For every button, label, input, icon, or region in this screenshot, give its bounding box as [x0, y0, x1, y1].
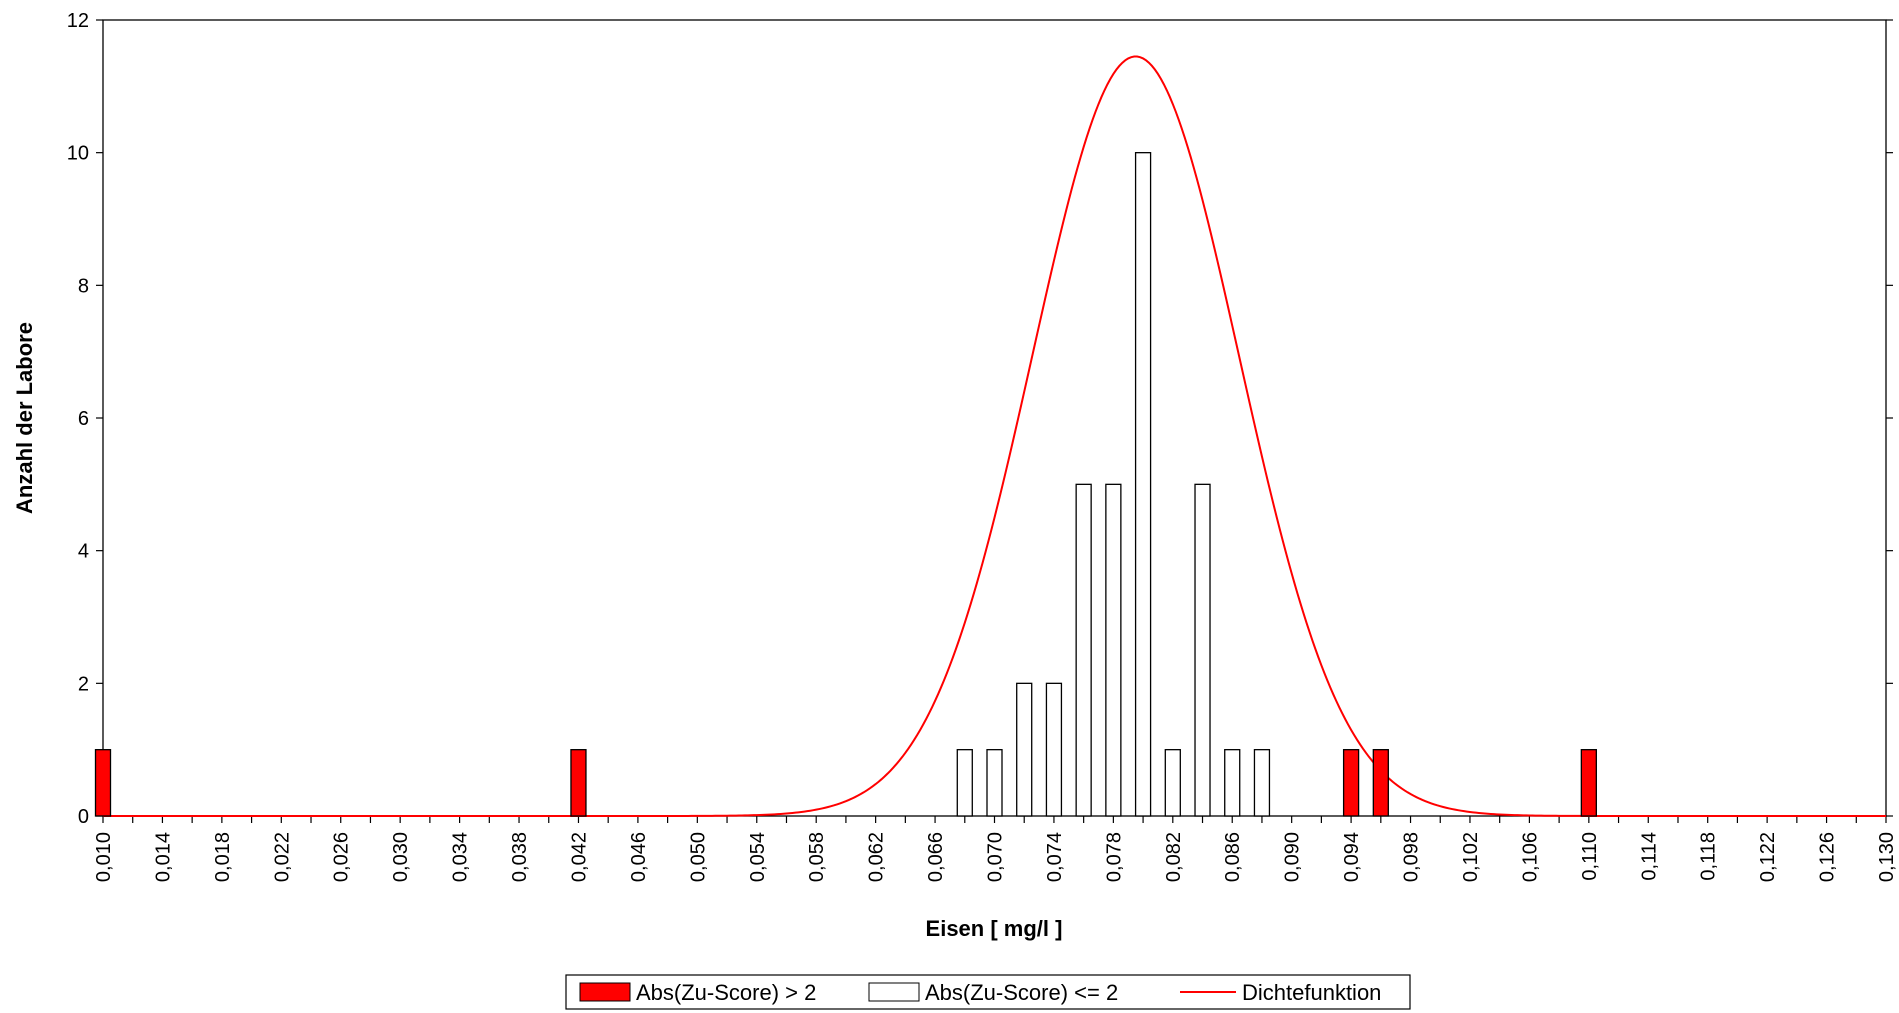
legend-swatch-normal	[868, 982, 920, 1002]
x-tick-label: 0,130	[1876, 832, 1898, 882]
bar-normal	[986, 749, 1003, 817]
x-tick-label: 0,074	[1044, 832, 1066, 882]
bars-layer	[94, 152, 1597, 817]
y-tick-label: 12	[67, 10, 89, 32]
x-tick-label: 0,126	[1817, 832, 1839, 882]
legend-label-outlier: Abs(Zu-Score) > 2	[636, 980, 816, 1005]
bar-normal	[1194, 483, 1211, 817]
x-tick-label: 0,114	[1638, 832, 1660, 881]
x-tick-label: 0,034	[450, 832, 472, 882]
y-tick-label: 10	[67, 143, 89, 165]
x-tick-label: 0,026	[331, 832, 353, 882]
x-tick-label: 0,078	[1103, 832, 1125, 882]
x-tick-label: 0,098	[1401, 832, 1423, 882]
x-tick-label: 0,042	[568, 832, 590, 882]
x-tick-label: 0,094	[1341, 832, 1363, 882]
bar-outlier	[94, 749, 112, 817]
x-tick-label: 0,014	[152, 832, 174, 882]
bar-outlier	[1580, 749, 1597, 817]
x-axis-title: Eisen [ mg/l ]	[926, 916, 1063, 941]
x-tick-label: 0,010	[93, 832, 115, 882]
x-tick-label: 0,038	[509, 832, 531, 882]
x-tick-label: 0,110	[1579, 832, 1601, 881]
bar-outlier	[1372, 749, 1389, 817]
bar-normal	[1164, 749, 1181, 817]
bar-normal	[1105, 483, 1122, 817]
legend-label-normal: Abs(Zu-Score) <= 2	[925, 980, 1118, 1005]
x-tick-label: 0,122	[1757, 832, 1779, 882]
y-axis: 0 2 4 6 8 10 12	[67, 10, 1893, 828]
bar-outlier	[1342, 749, 1360, 817]
legend: Abs(Zu-Score) > 2 Abs(Zu-Score) <= 2 Dic…	[565, 974, 1411, 1010]
bar-normal	[956, 749, 973, 817]
y-tick-label: 2	[78, 673, 89, 695]
legend-box	[565, 974, 1411, 1010]
x-tick-label: 0,090	[1282, 832, 1304, 882]
y-tick-label: 4	[78, 541, 89, 563]
y-tick-label: 0	[78, 806, 89, 828]
x-tick-label: 0,022	[271, 832, 293, 882]
bar-outlier	[570, 749, 587, 817]
x-tick-label: 0,046	[628, 832, 650, 882]
bar-normal	[1016, 682, 1033, 817]
x-tick-label: 0,018	[212, 832, 234, 882]
bar-normal	[1253, 749, 1271, 817]
y-axis-title: Anzahl der Labore	[12, 322, 37, 514]
x-axis: 0,010 0,014 0,018 0,022 0,026 0,030 0,034 0,038…	[93, 816, 1898, 882]
x-tick-label: 0,082	[1163, 832, 1185, 882]
x-tick-label: 0,102	[1460, 832, 1482, 882]
x-tick-label: 0,066	[925, 832, 947, 882]
bar-normal	[1045, 682, 1063, 817]
y-tick-label: 6	[78, 408, 89, 430]
plot-area	[102, 19, 1887, 817]
x-tick-label: 0,070	[985, 832, 1007, 882]
x-tick-label: 0,030	[390, 832, 412, 882]
x-tick-label: 0,050	[687, 832, 709, 882]
x-tick-label: 0,058	[806, 832, 828, 882]
x-tick-label: 0,106	[1519, 832, 1541, 882]
x-tick-label: 0,118	[1698, 832, 1720, 881]
x-tick-label: 0,086	[1222, 832, 1244, 882]
y-tick-label: 8	[78, 275, 89, 297]
legend-swatch-outlier	[579, 982, 631, 1002]
legend-label-density: Dichtefunktion	[1242, 980, 1381, 1005]
bar-normal	[1134, 152, 1152, 817]
x-tick-label: 0,062	[866, 832, 888, 882]
bar-normal	[1224, 749, 1241, 817]
x-tick-label: 0,054	[747, 832, 769, 882]
bar-normal	[1075, 483, 1092, 817]
